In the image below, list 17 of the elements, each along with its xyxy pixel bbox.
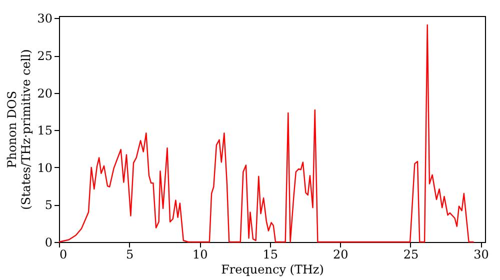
x-tick-label: 20 [333, 248, 348, 262]
y-tick-label: 15 [37, 124, 52, 138]
y-tick-label: 5 [44, 198, 52, 212]
x-tick-label: 10 [192, 248, 208, 262]
y-tick-label: 10 [37, 160, 52, 175]
x-tick-label: 25 [403, 248, 419, 262]
y-tick-label: 0 [44, 236, 52, 250]
x-tick-label: 5 [126, 248, 134, 262]
y-tick-label: 30 [37, 12, 52, 26]
line-series [58, 24, 474, 243]
x-tick-label: 0 [60, 248, 68, 262]
y-tick-label: 20 [37, 86, 52, 100]
y-tick-label: 25 [37, 49, 52, 64]
y-axis-title: Phonon DOS (States/THz·primitive cell) [5, 49, 34, 210]
x-axis-title: Frequency (THz) [221, 262, 324, 276]
x-tick-label: 15 [262, 248, 278, 262]
x-tick-label: 30 [474, 248, 489, 262]
